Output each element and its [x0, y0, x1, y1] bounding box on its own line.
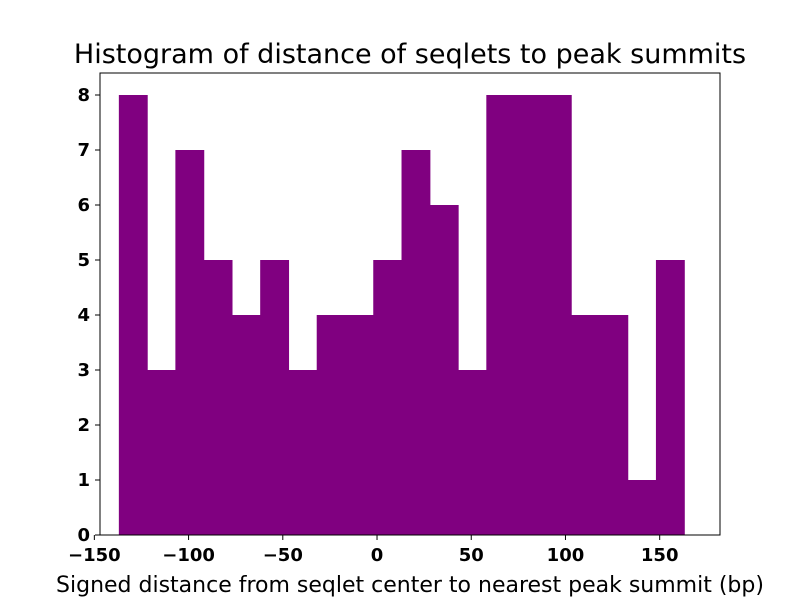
x-axis-label: Signed distance from seqlet center to ne… — [56, 573, 764, 598]
histogram-bar — [458, 370, 487, 535]
x-tick-label: 150 — [641, 545, 679, 566]
histogram-bar — [373, 260, 403, 535]
y-tick-label: 2 — [77, 415, 90, 436]
y-tick-label: 1 — [77, 470, 90, 491]
x-tick-label: −50 — [263, 545, 303, 566]
bars-group — [118, 95, 685, 535]
histogram-bar — [260, 260, 290, 535]
histogram-bar — [627, 480, 657, 535]
y-axis-ticks: 0 1 2 3 4 5 6 7 8 — [77, 85, 100, 546]
histogram-bar — [542, 95, 572, 535]
histogram-bar — [316, 315, 346, 535]
y-tick-label: 3 — [77, 360, 90, 381]
x-tick-label: 50 — [459, 545, 484, 566]
x-tick-label: 100 — [547, 545, 585, 566]
histogram-bar — [655, 260, 685, 535]
histogram-bar — [288, 370, 318, 535]
y-tick-label: 0 — [77, 525, 90, 546]
y-tick-label: 4 — [77, 305, 90, 326]
histogram-bar — [231, 315, 261, 535]
histogram-bar — [599, 315, 629, 535]
histogram-bar — [486, 95, 516, 535]
histogram-bar — [401, 150, 431, 535]
x-tick-label: −150 — [68, 545, 121, 566]
histogram-bar — [514, 95, 544, 535]
y-tick-label: 7 — [77, 140, 90, 161]
y-tick-label: 8 — [77, 85, 90, 106]
y-tick-label: 5 — [77, 250, 90, 271]
axes-frame — [99, 72, 721, 536]
x-tick-label: −100 — [162, 545, 215, 566]
x-axis-ticks: −150 −100 −50 0 50 100 150 — [68, 535, 678, 566]
histogram-bar — [147, 370, 176, 535]
histogram-bar — [203, 260, 233, 535]
histogram-bar — [571, 315, 600, 535]
chart-title: Histogram of distance of seqlets to peak… — [74, 39, 746, 70]
x-tick-label: 0 — [371, 545, 384, 566]
y-tick-label: 6 — [77, 195, 90, 216]
histogram-bar — [175, 150, 205, 535]
histogram-bar — [429, 205, 459, 535]
histogram-bar — [344, 315, 374, 535]
histogram-bar — [118, 95, 148, 535]
